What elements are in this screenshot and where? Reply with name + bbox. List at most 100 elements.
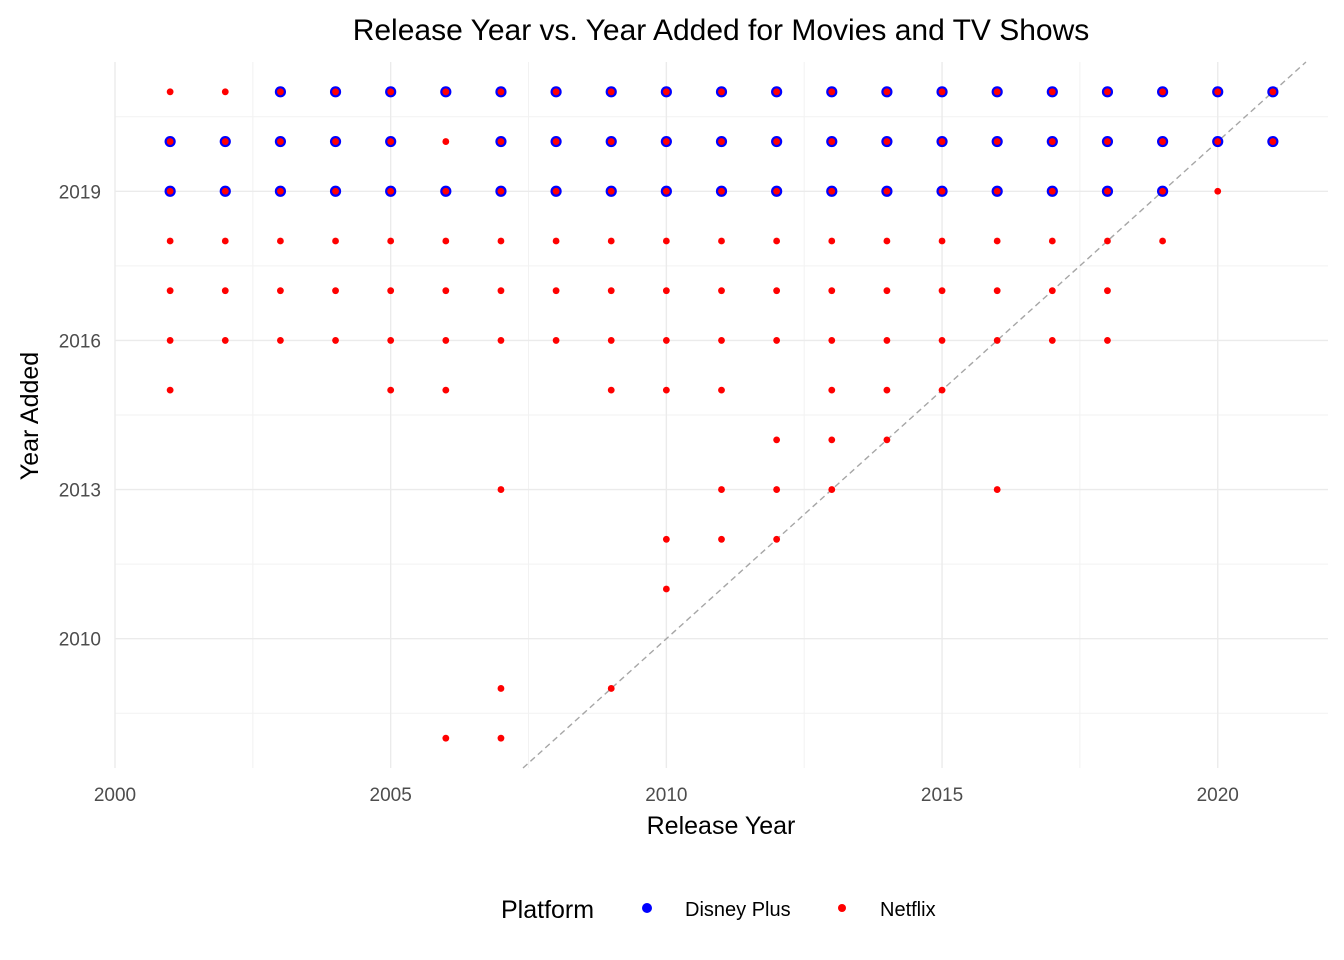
data-point-netflix (773, 436, 781, 444)
data-point-netflix (773, 237, 781, 245)
data-point-netflix (166, 237, 174, 245)
data-point-netflix (828, 337, 836, 344)
legend-items: Disney Plus Netflix (642, 899, 936, 921)
data-point-netflix (718, 187, 725, 195)
data-point-netflix (497, 486, 505, 493)
data-point-netflix (166, 88, 174, 96)
data-point-netflix (607, 187, 615, 195)
data-point-netflix (277, 138, 284, 145)
data-point-netflix (1214, 138, 1222, 145)
data-point-netflix (662, 337, 670, 344)
x-tick-label: 2005 (370, 785, 412, 806)
data-point-netflix (883, 386, 891, 394)
data-point-netflix (332, 187, 339, 195)
data-point-netflix (442, 138, 450, 145)
data-point-netflix (993, 88, 1001, 96)
y-axis-title: Year Added (16, 352, 44, 480)
x-tick-label: 2010 (645, 785, 687, 806)
data-point-netflix (332, 337, 339, 344)
data-point-netflix (387, 88, 395, 96)
x-tick-label: 2020 (1197, 785, 1239, 806)
data-point-netflix (938, 187, 946, 195)
series-netflix-points (166, 88, 1277, 742)
data-point-netflix (1214, 187, 1222, 195)
data-point-netflix (387, 287, 395, 295)
data-point-netflix (718, 386, 725, 394)
data-point-netflix (1104, 237, 1111, 245)
data-point-netflix (332, 88, 339, 96)
y-tick-label: 2019 (59, 182, 101, 203)
data-point-netflix (718, 88, 725, 96)
data-point-netflix (662, 138, 670, 145)
data-point-netflix (662, 88, 670, 96)
data-point-netflix (387, 187, 395, 195)
data-point-netflix (277, 237, 284, 245)
data-point-netflix (938, 337, 946, 344)
data-point-netflix (883, 187, 891, 195)
data-point-netflix (993, 486, 1001, 493)
legend-label: Netflix (880, 899, 936, 921)
data-point-netflix (993, 337, 1001, 344)
data-point-netflix (1104, 187, 1111, 195)
data-point-netflix (773, 187, 781, 195)
data-point-netflix (497, 337, 505, 344)
data-point-netflix (387, 337, 395, 344)
data-point-netflix (828, 386, 836, 394)
data-point-netflix (552, 287, 560, 295)
data-point-netflix (442, 187, 450, 195)
data-point-netflix (277, 187, 284, 195)
data-point-netflix (277, 287, 284, 295)
data-point-netflix (773, 535, 781, 543)
legend-label: Disney Plus (685, 899, 791, 921)
reference-line (522, 61, 1307, 769)
data-point-netflix (773, 337, 781, 344)
data-point-netflix (993, 187, 1001, 195)
data-point-netflix (607, 287, 615, 295)
data-point-netflix (828, 138, 836, 145)
legend-title: Platform (501, 896, 594, 924)
data-point-netflix (1159, 88, 1166, 96)
data-point-netflix (883, 287, 891, 295)
y-tick-label: 2016 (59, 331, 101, 352)
data-point-netflix (1159, 138, 1166, 145)
data-point-netflix (718, 287, 725, 295)
data-point-netflix (277, 337, 284, 344)
data-point-netflix (607, 88, 615, 96)
data-point-netflix (1159, 187, 1166, 195)
data-point-netflix (993, 287, 1001, 295)
data-point-netflix (718, 486, 725, 493)
data-point-netflix (497, 685, 505, 692)
data-point-netflix (828, 436, 836, 444)
data-point-netflix (607, 138, 615, 145)
chart-title: Release Year vs. Year Added for Movies a… (353, 14, 1090, 47)
data-point-netflix (1104, 287, 1111, 295)
data-point-netflix (828, 287, 836, 295)
data-point-netflix (718, 337, 725, 344)
legend-marker (838, 904, 846, 912)
y-tick-label: 2013 (59, 481, 101, 502)
data-point-netflix (221, 88, 229, 96)
data-point-netflix (1269, 88, 1277, 96)
data-point-netflix (442, 287, 450, 295)
y-tick-label: 2010 (59, 630, 101, 651)
data-point-netflix (662, 187, 670, 195)
data-point-netflix (1104, 138, 1111, 145)
data-point-netflix (938, 287, 946, 295)
data-point-netflix (497, 287, 505, 295)
data-point-netflix (883, 138, 891, 145)
data-point-netflix (221, 337, 229, 344)
data-point-netflix (718, 535, 725, 543)
data-point-netflix (773, 486, 781, 493)
data-point-netflix (221, 138, 229, 145)
data-point-netflix (883, 337, 891, 344)
data-point-netflix (607, 386, 615, 394)
data-point-netflix (662, 535, 670, 543)
data-point-netflix (1159, 237, 1166, 245)
data-point-netflix (662, 287, 670, 295)
grid-layer (114, 62, 1328, 768)
data-point-netflix (828, 486, 836, 493)
data-point-netflix (607, 685, 615, 692)
data-point-netflix (1048, 88, 1056, 96)
data-point-netflix (883, 436, 891, 444)
data-point-netflix (828, 88, 836, 96)
